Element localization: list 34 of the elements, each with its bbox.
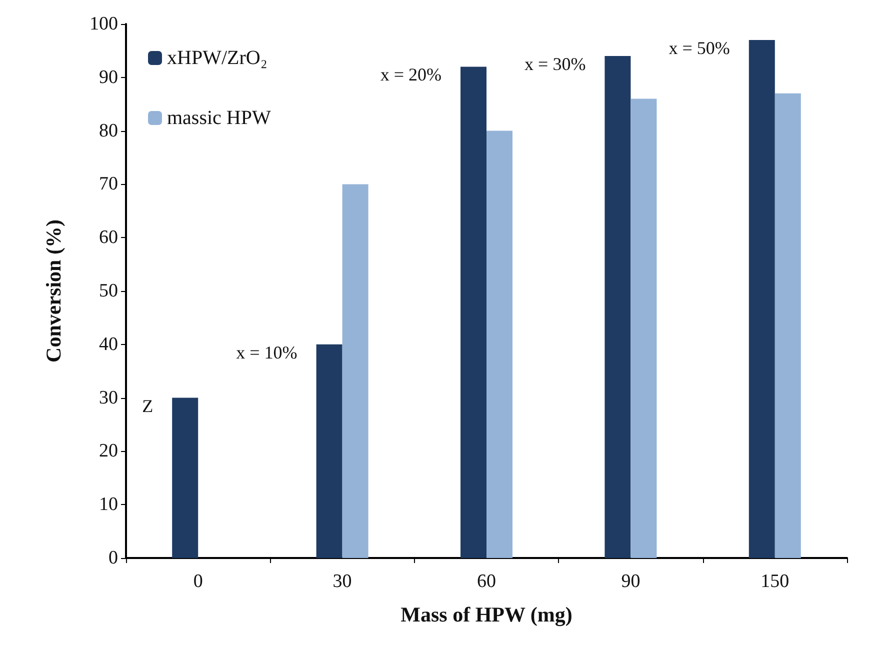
annotation: x = 30%	[524, 54, 586, 74]
y-axis-title: Conversion (%)	[42, 220, 66, 362]
bar	[486, 130, 512, 558]
y-tick-label: 10	[99, 494, 118, 516]
legend-label: massic HPW	[167, 107, 271, 129]
annotation: x = 50%	[668, 38, 730, 58]
bar	[748, 40, 775, 558]
x-tick-label: 30	[332, 571, 352, 592]
y-tick-label: 80	[99, 120, 118, 142]
legend-label: xHPW/ZrO₂	[167, 47, 268, 69]
y-tick-label: 0	[108, 548, 118, 568]
y-tick-label: 20	[99, 440, 118, 462]
x-axis-title: Mass of HPW (mg)	[400, 602, 572, 626]
y-tick-label: 90	[99, 66, 118, 88]
bar	[172, 398, 198, 558]
x-tick-label: 150	[760, 571, 790, 592]
bar	[460, 66, 486, 558]
x-tick-label: 60	[477, 571, 496, 592]
x-tick-label: 0	[193, 571, 203, 592]
bar	[604, 56, 631, 558]
y-tick-label: 50	[99, 280, 118, 302]
annotation: x = 10%	[236, 342, 298, 362]
y-tick-label: 30	[99, 387, 118, 408]
annotation: Z	[142, 396, 154, 416]
bar	[774, 93, 801, 558]
bar	[316, 344, 342, 558]
y-tick-label: 60	[99, 227, 118, 248]
x-tick-label: 90	[621, 571, 640, 592]
y-tick-label: 40	[99, 334, 118, 355]
y-tick-label: 100	[90, 14, 118, 34]
bar	[630, 98, 657, 558]
annotation: x = 20%	[380, 64, 442, 85]
y-tick-label: 70	[99, 174, 118, 195]
bar	[342, 184, 368, 558]
